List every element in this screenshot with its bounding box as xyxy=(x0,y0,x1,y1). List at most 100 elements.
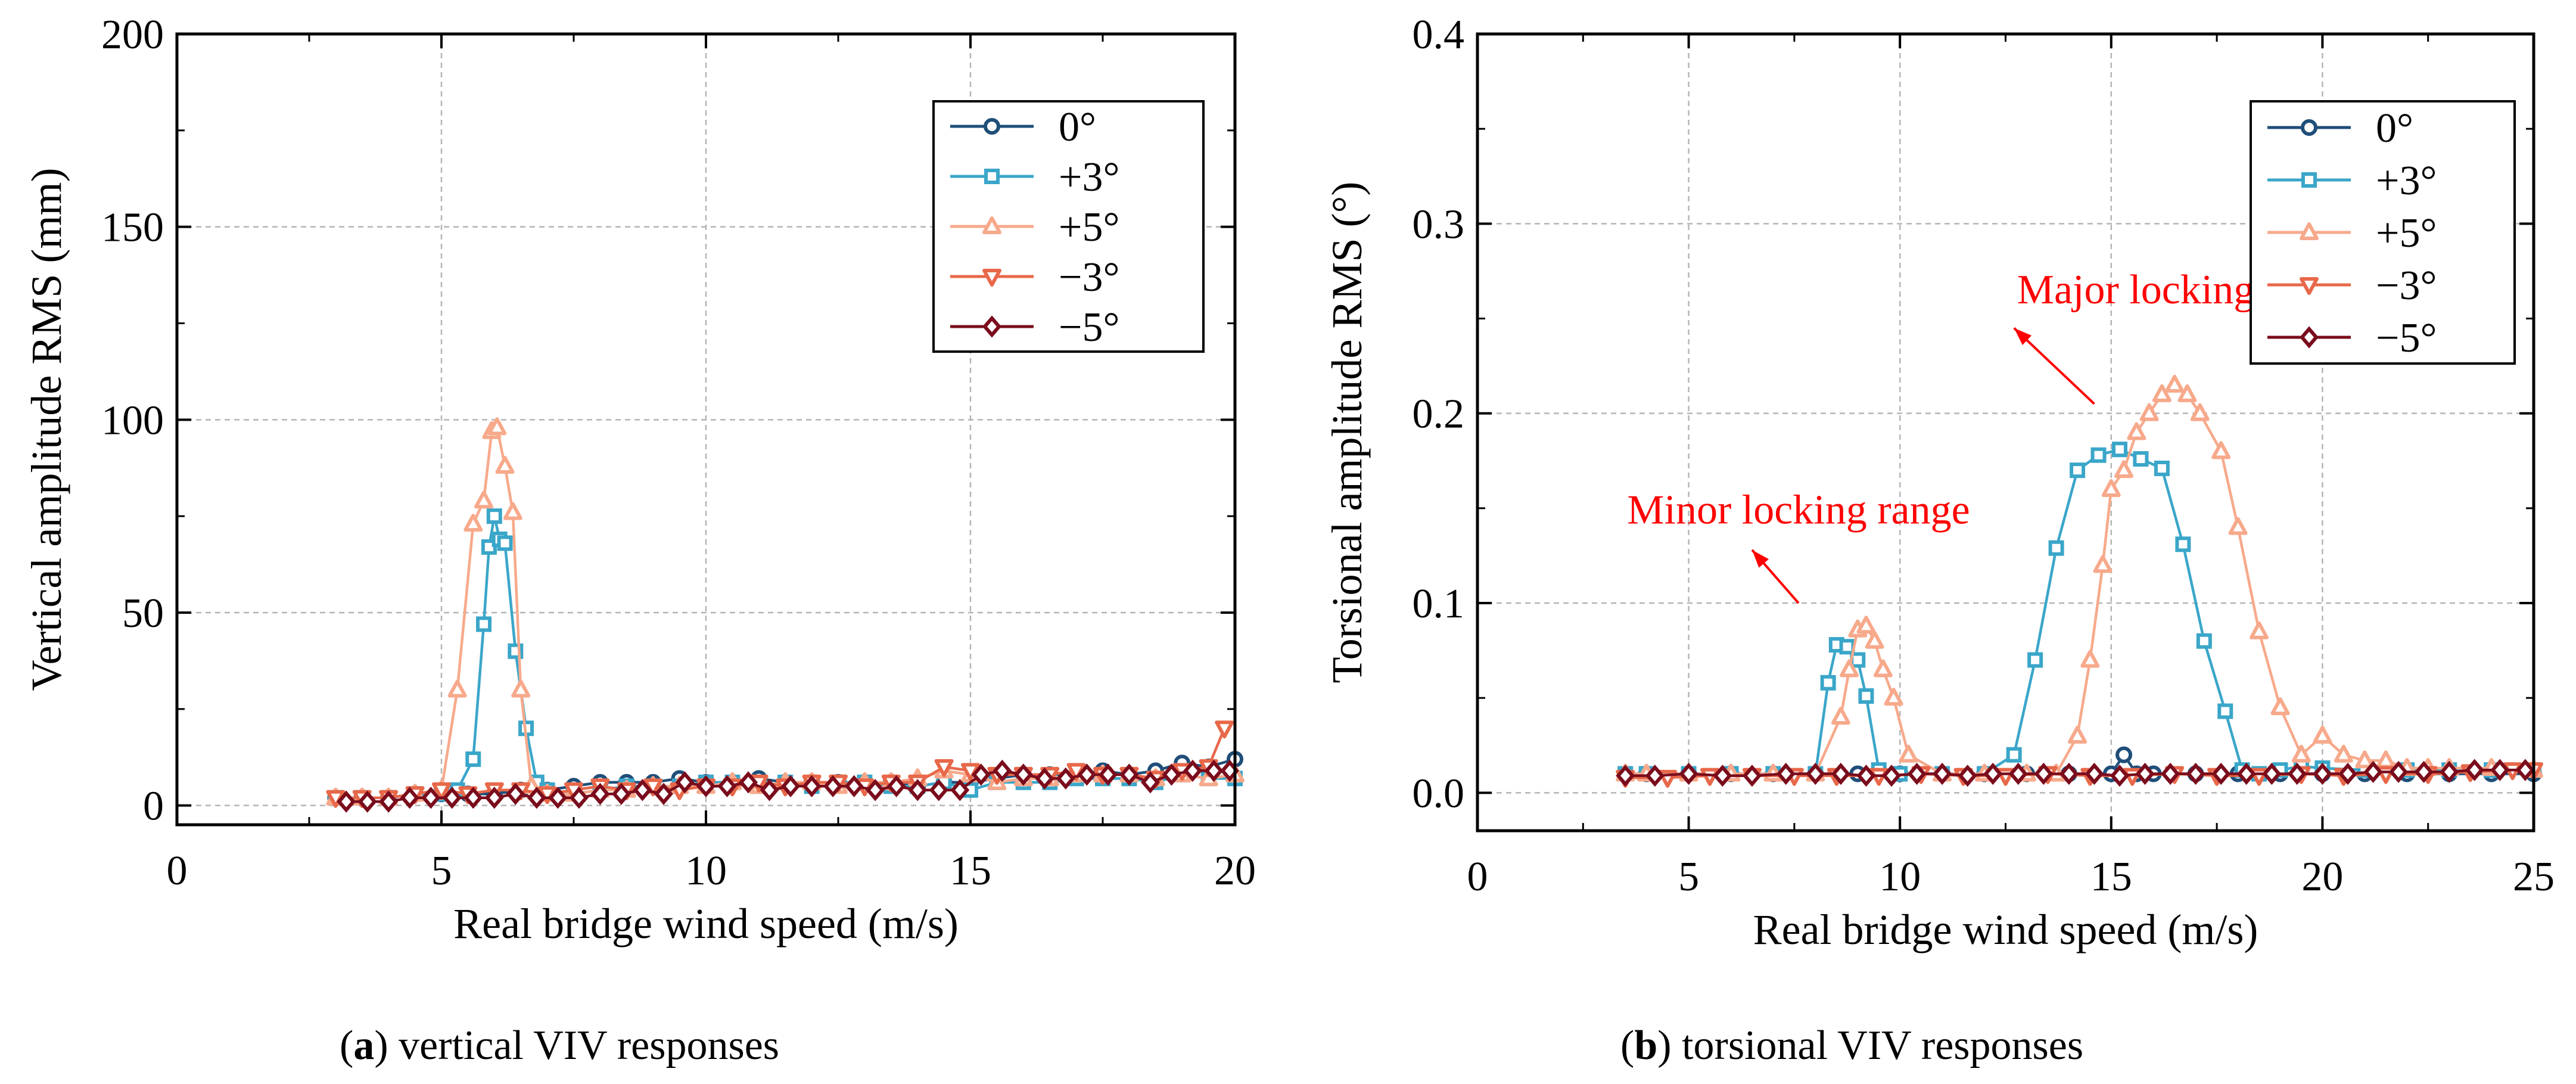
data-point xyxy=(1616,765,1635,787)
data-point xyxy=(447,679,467,698)
data-point xyxy=(1831,762,1850,785)
data-point xyxy=(2114,460,2134,479)
data-point xyxy=(1119,763,1139,786)
data-point xyxy=(2111,442,2127,458)
y-tick-label: 0.0 xyxy=(1413,771,1465,816)
x-tick-label: 0 xyxy=(1467,854,1488,900)
x-tick-label: 20 xyxy=(1214,848,1256,894)
x-tick-label: 0 xyxy=(167,848,188,894)
data-point xyxy=(1907,762,1927,785)
x-tick-label: 20 xyxy=(2301,854,2343,900)
data-point xyxy=(2085,762,2104,785)
series-line xyxy=(335,425,1236,799)
y-tick-label: 0.3 xyxy=(1413,201,1465,247)
y-tick-label: 0.2 xyxy=(1413,392,1465,437)
y-axis-label: Torsional amplitude RMS (°) xyxy=(1323,182,1371,684)
y-tick-label: 50 xyxy=(122,591,164,636)
data-point xyxy=(2190,403,2210,421)
x-tick-label: 10 xyxy=(1879,854,1921,900)
legend-entry: +5° xyxy=(2267,210,2437,256)
data-point xyxy=(1850,652,1866,668)
data-point xyxy=(463,787,483,809)
legend-label: −3° xyxy=(1059,254,1119,300)
data-point xyxy=(1713,765,1732,787)
data-point xyxy=(1856,616,1876,634)
data-point xyxy=(2006,747,2022,763)
data-point xyxy=(2270,697,2290,716)
legend-label: −3° xyxy=(2376,263,2437,309)
data-point xyxy=(2338,762,2357,785)
x-axis-label: Real bridge wind speed (m/s) xyxy=(1753,906,2258,953)
data-point xyxy=(1776,762,1796,785)
data-point xyxy=(1013,763,1033,786)
data-point xyxy=(1858,688,1874,704)
data-point xyxy=(2068,725,2087,744)
data-point xyxy=(2027,652,2043,668)
legend-marker xyxy=(984,118,1000,135)
data-point xyxy=(2090,447,2107,463)
data-point xyxy=(476,616,492,632)
data-point xyxy=(1098,763,1118,786)
data-point xyxy=(2313,762,2332,785)
data-point xyxy=(2355,750,2375,769)
data-point xyxy=(2133,451,2149,467)
data-point xyxy=(866,779,885,802)
data-point xyxy=(1077,763,1097,786)
data-point xyxy=(1933,762,1952,785)
data-point xyxy=(739,771,758,794)
caption-panel-a: (a) vertical VIV responses xyxy=(340,1023,780,1069)
legend-entry: +3° xyxy=(950,154,1119,200)
data-point xyxy=(1215,720,1234,739)
legend-entry: −5° xyxy=(2267,315,2437,361)
legend-b: 0° +3° +5° −3° −5° xyxy=(2250,100,2516,365)
data-point xyxy=(2217,703,2233,719)
data-point xyxy=(2175,536,2191,552)
data-point xyxy=(1856,765,1876,787)
data-point xyxy=(1806,762,1825,785)
data-point xyxy=(2262,762,2282,785)
data-point xyxy=(2127,422,2146,440)
data-point xyxy=(2389,760,2409,783)
data-point xyxy=(1183,759,1202,782)
data-point xyxy=(2291,744,2311,763)
data-point xyxy=(2363,760,2383,783)
data-point xyxy=(2250,621,2269,639)
data-point xyxy=(1839,639,1855,655)
data-point xyxy=(2490,759,2510,781)
data-point xyxy=(2465,759,2484,781)
data-point xyxy=(2211,441,2231,459)
data-point xyxy=(1056,767,1075,790)
legend-entry: 0° xyxy=(950,104,1096,150)
data-point xyxy=(633,779,652,802)
data-point xyxy=(886,775,906,797)
data-point xyxy=(1840,659,1859,678)
data-point xyxy=(2139,403,2159,421)
data-point xyxy=(400,787,419,809)
data-point xyxy=(2196,633,2212,649)
legend-marker xyxy=(984,169,1000,184)
annotation-1: Minor locking range xyxy=(1627,487,1970,604)
data-point xyxy=(1899,744,1918,763)
y-tick-label: 0.4 xyxy=(1413,12,1465,58)
data-point xyxy=(2110,765,2129,787)
y-tick-label: 150 xyxy=(101,205,164,251)
series-line xyxy=(1625,383,2534,775)
x-tick-label: 15 xyxy=(950,848,991,894)
legend-entry: +3° xyxy=(2267,158,2437,204)
data-point xyxy=(717,775,737,797)
legend-label: +3° xyxy=(2376,158,2437,204)
y-axis-label: Vertical amplitude RMS (mm) xyxy=(23,168,70,691)
data-point xyxy=(474,490,494,509)
annotation-arrowhead xyxy=(2014,328,2032,346)
data-point xyxy=(1162,763,1181,786)
data-point xyxy=(1958,765,1977,787)
data-point xyxy=(511,679,531,698)
x-tick-label: 5 xyxy=(1678,854,1699,900)
legend-marker xyxy=(2300,222,2319,240)
data-point xyxy=(421,787,441,809)
data-point xyxy=(2440,760,2459,783)
data-point xyxy=(934,759,954,777)
